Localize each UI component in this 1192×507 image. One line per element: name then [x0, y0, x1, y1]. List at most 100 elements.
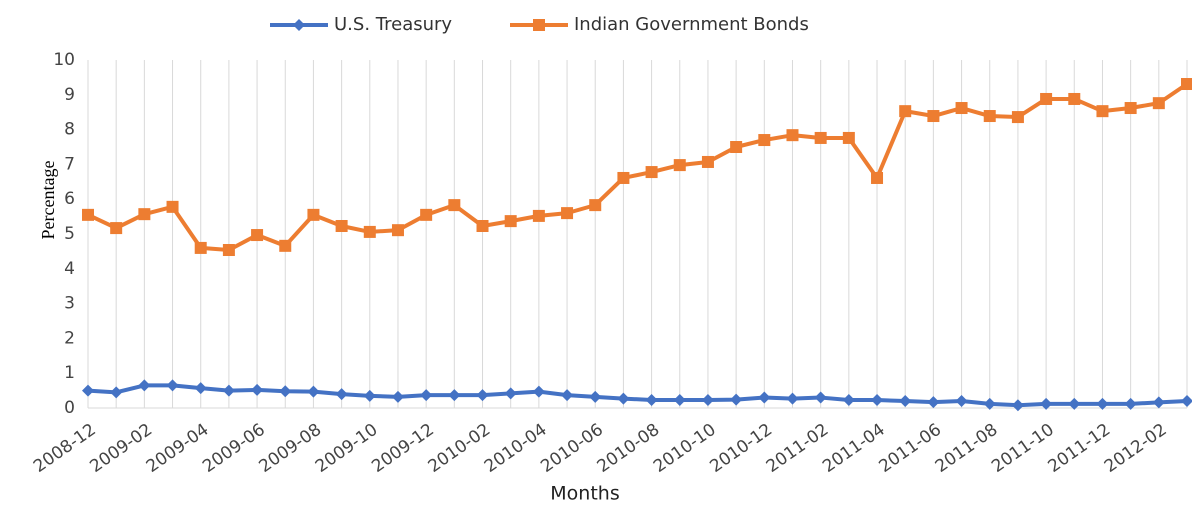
x-tick-label: 2011-02 — [763, 420, 833, 477]
marker — [899, 105, 912, 118]
marker — [701, 155, 714, 168]
marker — [617, 171, 630, 184]
marker — [842, 131, 855, 144]
marker — [138, 208, 151, 221]
x-tick-label: 2010-06 — [537, 420, 607, 477]
marker — [842, 393, 855, 406]
marker — [1040, 92, 1053, 105]
marker — [561, 389, 574, 402]
x-tick-label: 2010-02 — [425, 420, 495, 477]
marker — [1152, 97, 1165, 110]
marker — [166, 200, 179, 213]
marker — [110, 386, 123, 399]
marker — [927, 396, 940, 409]
series-line — [87, 383, 1188, 408]
marker — [504, 215, 517, 228]
marker — [561, 207, 574, 220]
marker — [448, 389, 461, 402]
marker — [532, 385, 545, 398]
marker — [533, 19, 545, 31]
marker — [335, 219, 348, 232]
y-tick-label: 6 — [64, 189, 75, 209]
marker — [420, 389, 433, 402]
marker — [871, 393, 884, 406]
marker — [617, 392, 630, 405]
legend-label: U.S. Treasury — [334, 14, 452, 35]
marker — [251, 383, 264, 396]
series-line — [87, 82, 1189, 253]
marker — [279, 385, 292, 398]
marker — [814, 131, 827, 144]
y-tick-label: 8 — [64, 120, 75, 140]
marker — [1181, 78, 1192, 91]
marker — [476, 389, 489, 402]
marker — [983, 110, 996, 123]
marker — [955, 102, 968, 115]
x-tick-label: 2011-10 — [988, 420, 1058, 477]
marker — [645, 166, 658, 179]
marker — [476, 219, 489, 232]
marker — [110, 222, 123, 235]
x-tick-label: 2011-06 — [875, 420, 945, 477]
marker — [194, 382, 207, 395]
x-tick-label: 2011-04 — [819, 420, 889, 477]
marker — [1068, 397, 1081, 410]
marker — [758, 134, 771, 147]
marker — [363, 389, 376, 402]
marker — [391, 224, 404, 237]
marker — [307, 385, 320, 398]
marker — [701, 393, 714, 406]
x-tick-label: 2009-10 — [312, 420, 382, 477]
x-tick-label: 2010-12 — [706, 420, 776, 477]
marker — [82, 208, 94, 221]
marker — [504, 387, 517, 400]
x-tick-label: 2009-12 — [368, 420, 438, 477]
marker — [1124, 397, 1137, 410]
x-tick-label: 2008-12 — [30, 420, 100, 477]
x-tick-label: 2009-04 — [143, 420, 213, 477]
x-tick-label: 2010-04 — [481, 420, 551, 477]
marker — [673, 393, 686, 406]
marker — [871, 171, 884, 184]
x-tick-label: 2011-12 — [1045, 420, 1115, 477]
marker — [814, 391, 827, 404]
x-tick-label: 2009-08 — [256, 420, 326, 477]
marker — [673, 159, 686, 172]
marker — [1068, 92, 1081, 105]
marker — [1096, 397, 1109, 410]
marker — [1040, 397, 1053, 410]
y-tick-label: 4 — [64, 259, 75, 279]
marker — [1011, 399, 1024, 412]
marker — [1181, 395, 1192, 408]
y-tick-label: 5 — [64, 224, 75, 244]
marker — [82, 384, 94, 397]
marker — [758, 391, 771, 404]
x-tick-label: 2009-02 — [86, 420, 156, 477]
y-tick-label: 1 — [64, 363, 75, 383]
y-tick-label: 2 — [64, 328, 75, 348]
x-tick-label: 2010-08 — [594, 420, 664, 477]
marker — [1011, 111, 1024, 124]
marker — [448, 199, 461, 212]
marker — [786, 129, 799, 142]
marker — [786, 392, 799, 405]
marker — [645, 393, 658, 406]
marker — [335, 388, 348, 401]
marker — [1152, 396, 1165, 409]
y-axis-title: Percentage — [38, 161, 58, 240]
marker — [279, 239, 292, 252]
legend-label: Indian Government Bonds — [574, 14, 809, 35]
marker — [927, 110, 940, 123]
marker — [222, 384, 235, 397]
marker — [983, 397, 996, 410]
x-tick-label: 2010-10 — [650, 420, 720, 477]
marker — [391, 390, 404, 403]
marker — [730, 393, 743, 406]
marker — [251, 229, 264, 242]
marker — [589, 390, 602, 403]
marker — [589, 199, 602, 212]
x-tick-label: 2011-08 — [932, 420, 1002, 477]
marker — [955, 395, 968, 408]
marker — [1096, 105, 1109, 118]
